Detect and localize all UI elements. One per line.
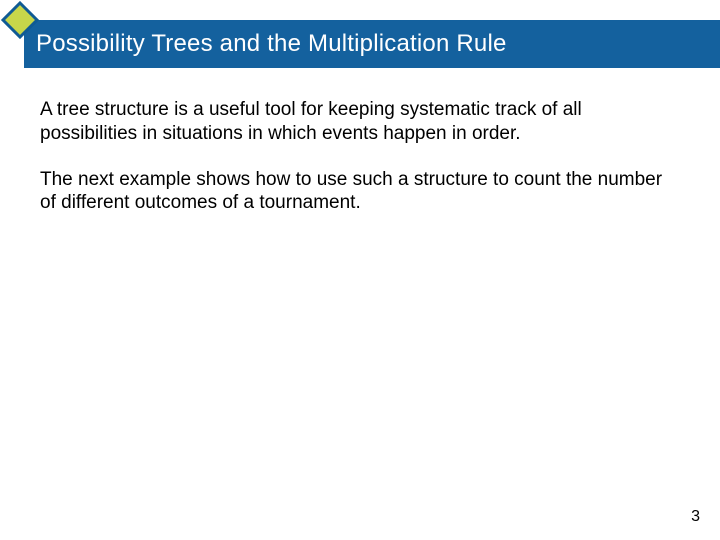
body-text: A tree structure is a useful tool for ke… [40, 98, 664, 237]
header-bar: Possibility Trees and the Multiplication… [24, 20, 720, 68]
slide-title: Possibility Trees and the Multiplication… [36, 30, 507, 58]
diamond-shape [3, 3, 37, 37]
diamond-icon [0, 0, 40, 40]
paragraph-2: The next example shows how to use such a… [40, 168, 664, 216]
page-number: 3 [691, 508, 700, 526]
paragraph-1: A tree structure is a useful tool for ke… [40, 98, 664, 146]
